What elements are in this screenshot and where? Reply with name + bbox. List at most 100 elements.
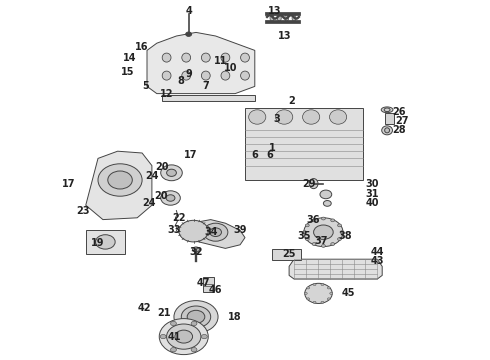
- Text: 20: 20: [155, 162, 169, 172]
- Text: 24: 24: [145, 171, 159, 181]
- Text: 32: 32: [189, 247, 203, 257]
- Ellipse shape: [182, 71, 191, 80]
- Circle shape: [303, 231, 307, 234]
- Ellipse shape: [277, 15, 281, 21]
- Ellipse shape: [292, 15, 296, 21]
- Text: 1: 1: [269, 143, 275, 153]
- Circle shape: [171, 321, 176, 326]
- Ellipse shape: [285, 15, 289, 21]
- Text: 5: 5: [143, 81, 149, 91]
- Circle shape: [108, 171, 132, 189]
- Circle shape: [313, 283, 316, 285]
- Circle shape: [305, 224, 309, 227]
- Circle shape: [330, 292, 333, 294]
- Circle shape: [203, 223, 228, 241]
- Circle shape: [312, 243, 316, 246]
- Circle shape: [305, 283, 332, 303]
- Text: 40: 40: [366, 198, 379, 208]
- Circle shape: [179, 220, 208, 242]
- Text: 27: 27: [395, 116, 409, 126]
- Text: 17: 17: [184, 150, 198, 160]
- Ellipse shape: [201, 53, 210, 62]
- Circle shape: [338, 224, 342, 227]
- Bar: [385, 113, 394, 124]
- Polygon shape: [147, 32, 255, 94]
- Circle shape: [191, 347, 197, 352]
- Ellipse shape: [385, 128, 390, 133]
- Text: 22: 22: [172, 213, 186, 223]
- Circle shape: [98, 164, 142, 196]
- Circle shape: [313, 301, 316, 303]
- Ellipse shape: [201, 71, 210, 80]
- Text: 30: 30: [366, 179, 379, 189]
- Circle shape: [304, 218, 343, 247]
- Circle shape: [327, 298, 330, 300]
- Circle shape: [321, 217, 325, 220]
- Ellipse shape: [330, 110, 347, 124]
- Circle shape: [321, 283, 324, 285]
- Bar: [86, 230, 125, 254]
- Circle shape: [161, 191, 180, 205]
- Text: 19: 19: [91, 238, 105, 248]
- Ellipse shape: [275, 110, 293, 124]
- Circle shape: [181, 306, 211, 328]
- Text: 11: 11: [214, 56, 227, 66]
- Text: 23: 23: [76, 206, 90, 216]
- Ellipse shape: [162, 53, 171, 62]
- Polygon shape: [186, 220, 245, 248]
- Circle shape: [167, 324, 201, 349]
- Text: 7: 7: [202, 81, 209, 91]
- Circle shape: [175, 330, 193, 343]
- Circle shape: [331, 219, 335, 222]
- Circle shape: [305, 238, 309, 240]
- Text: 2: 2: [288, 96, 295, 106]
- Ellipse shape: [241, 71, 249, 80]
- Text: 34: 34: [204, 227, 218, 237]
- Text: 47: 47: [196, 278, 210, 288]
- Circle shape: [167, 169, 176, 176]
- Circle shape: [314, 225, 333, 239]
- Ellipse shape: [162, 71, 171, 80]
- Text: 44: 44: [370, 247, 384, 257]
- Circle shape: [331, 243, 335, 246]
- Circle shape: [304, 292, 307, 294]
- Circle shape: [312, 219, 316, 222]
- Circle shape: [160, 334, 166, 339]
- Ellipse shape: [186, 32, 192, 36]
- Text: 42: 42: [138, 303, 151, 313]
- Text: 37: 37: [314, 236, 328, 246]
- Circle shape: [210, 228, 221, 237]
- Bar: [245, 108, 363, 180]
- Text: 6: 6: [266, 150, 273, 160]
- Ellipse shape: [249, 110, 266, 124]
- Ellipse shape: [182, 53, 191, 62]
- Text: 16: 16: [135, 42, 149, 52]
- Circle shape: [191, 321, 197, 326]
- Text: 35: 35: [297, 231, 311, 241]
- Text: 15: 15: [121, 67, 134, 77]
- Ellipse shape: [241, 53, 249, 62]
- Ellipse shape: [309, 179, 318, 189]
- Text: 21: 21: [157, 308, 171, 318]
- Text: 12: 12: [160, 89, 173, 99]
- Polygon shape: [289, 259, 382, 279]
- Text: 9: 9: [185, 69, 192, 79]
- Text: 45: 45: [341, 288, 355, 298]
- Ellipse shape: [381, 107, 393, 113]
- Text: 18: 18: [228, 312, 242, 322]
- Text: 41: 41: [167, 332, 181, 342]
- Circle shape: [340, 231, 344, 234]
- Text: 24: 24: [143, 198, 156, 208]
- Circle shape: [323, 201, 331, 206]
- Circle shape: [307, 298, 310, 300]
- Circle shape: [307, 287, 310, 289]
- Text: 14: 14: [123, 53, 137, 63]
- Bar: [203, 277, 214, 292]
- Text: 36: 36: [307, 215, 320, 225]
- Circle shape: [321, 301, 324, 303]
- Text: 25: 25: [282, 249, 296, 259]
- Text: 31: 31: [366, 189, 379, 199]
- Text: 13: 13: [277, 31, 291, 41]
- Circle shape: [174, 301, 218, 333]
- Text: 8: 8: [178, 76, 185, 86]
